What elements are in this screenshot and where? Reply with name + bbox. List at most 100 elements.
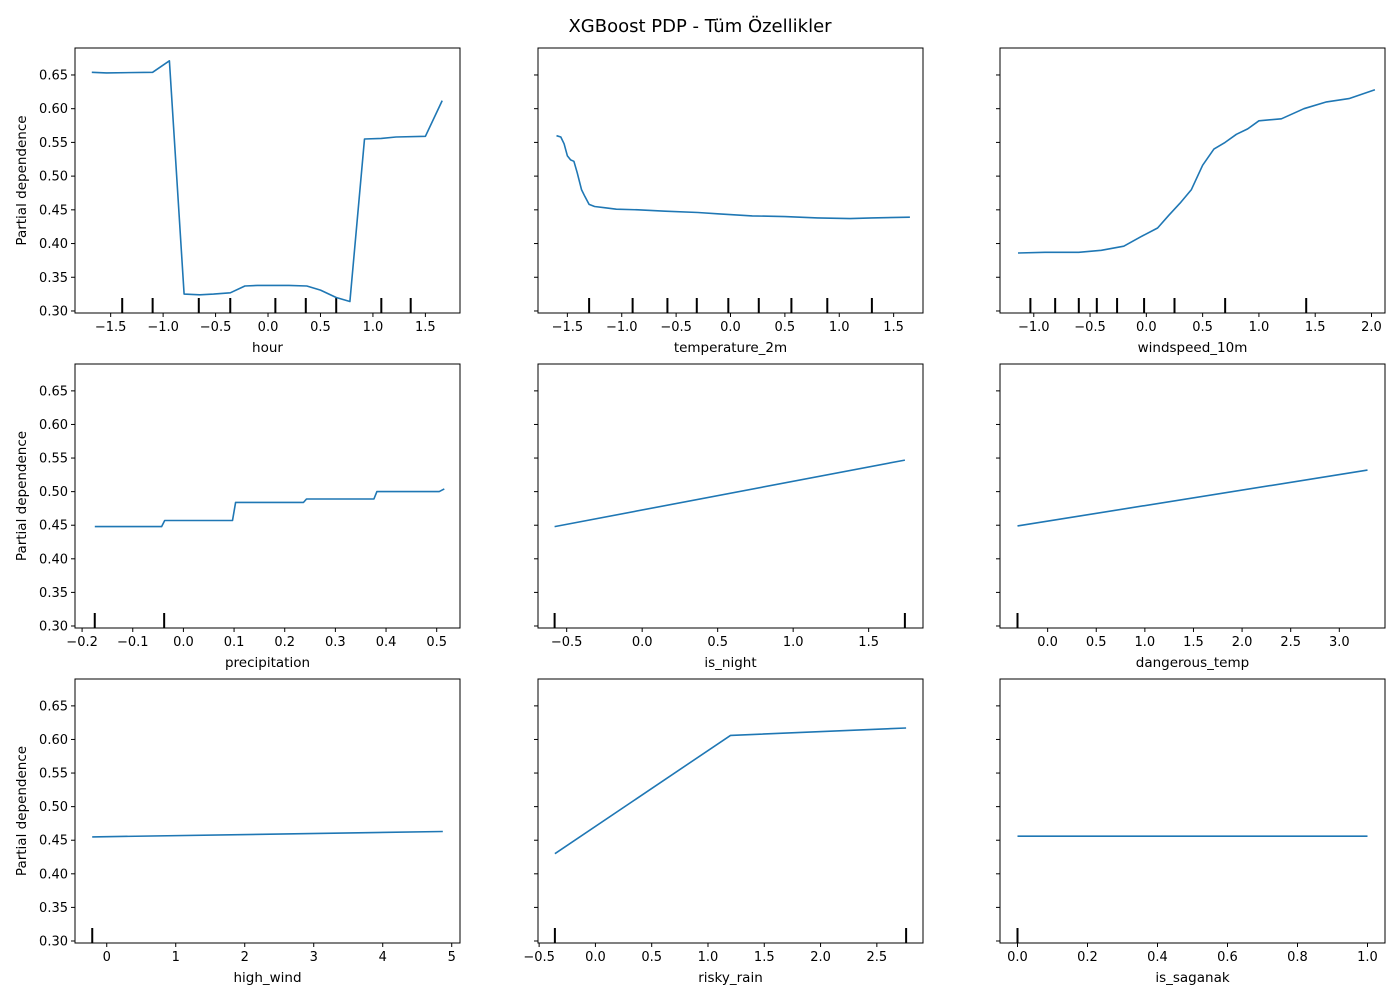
x-tick-label: 0.0 — [585, 950, 606, 965]
x-axis-label: windspeed_10m — [1138, 340, 1248, 356]
x-tick-label: 1.5 — [1305, 320, 1326, 335]
x-tick-label: 1.0 — [783, 635, 804, 650]
y-tick-label: 0.65 — [39, 68, 68, 83]
x-axis-label: is_saganak — [1155, 970, 1230, 986]
axes-frame — [537, 363, 924, 629]
x-axis-label: risky_rain — [698, 970, 763, 986]
y-tick-label: 0.60 — [39, 733, 68, 748]
x-tick-label: 3 — [310, 950, 318, 965]
y-tick-label: 0.65 — [39, 384, 68, 399]
pdp-panel-is_saganak: 0.0 0.2 0.4 0.6 0.8 1.0 is_saganak — [996, 678, 1386, 986]
x-tick-label: −0.2 — [66, 635, 98, 650]
x-tick-label: 0.0 — [258, 320, 279, 335]
x-tick-label: 0.0 — [1136, 320, 1157, 335]
y-tick-label: 0.40 — [39, 237, 68, 252]
y-tick-label: 0.35 — [39, 901, 68, 916]
x-tick-label: 0.5 — [426, 635, 447, 650]
axes-frame — [999, 47, 1386, 314]
x-tick-label: −1.5 — [95, 320, 127, 335]
x-tick-label: 0.6 — [1217, 950, 1238, 965]
x-tick-label: −0.5 — [660, 320, 692, 335]
x-tick-label: −1.5 — [552, 320, 584, 335]
pdp-line — [1017, 469, 1368, 527]
x-tick-label: −1.0 — [606, 320, 638, 335]
y-tick-label: 0.55 — [39, 767, 68, 782]
x-tick-label: 1.5 — [858, 635, 879, 650]
x-tick-label: 0.2 — [274, 635, 295, 650]
y-axis-label: Partial dependence — [14, 431, 30, 561]
x-tick-label: −0.5 — [523, 950, 555, 965]
pdp-panel-windspeed_10m: −1.0 −0.5 0.0 0.5 1.0 1.5 2.0 windspeed_10m — [996, 47, 1386, 356]
y-tick-label: 0.55 — [39, 136, 68, 151]
x-tick-label: 0.0 — [1037, 635, 1058, 650]
x-tick-label: 0 — [103, 950, 111, 965]
x-tick-label: 0.8 — [1287, 950, 1308, 965]
y-tick-label: 0.35 — [39, 271, 68, 286]
x-tick-label: 1.0 — [698, 950, 719, 965]
x-tick-label: 1.0 — [363, 320, 384, 335]
x-axis-label: hour — [252, 340, 283, 356]
x-axis-label: is_night — [704, 655, 756, 671]
axes-frame — [74, 678, 461, 944]
x-tick-label: 1.0 — [1135, 635, 1156, 650]
axes-frame — [537, 678, 924, 944]
pdp-panel-is_night: −0.5 0.0 0.5 1.0 1.5 is_night — [534, 363, 924, 671]
x-tick-label: 1.0 — [1357, 950, 1378, 965]
y-tick-label: 0.55 — [39, 452, 68, 467]
x-tick-label: 2.0 — [1232, 635, 1253, 650]
y-tick-label: 0.45 — [39, 203, 68, 218]
axes-frame — [74, 47, 461, 314]
axes-frame — [999, 678, 1386, 944]
x-tick-label: 4 — [379, 950, 387, 965]
x-axis-label: precipitation — [225, 655, 310, 671]
x-tick-label: −0.5 — [551, 635, 583, 650]
pdp-panel-risky_rain: −0.5 0.0 0.5 1.0 1.5 2.0 2.5 risky_rain — [523, 678, 924, 986]
y-tick-label: 0.50 — [39, 170, 68, 185]
x-tick-label: 0.5 — [310, 320, 331, 335]
x-tick-label: 0.5 — [641, 950, 662, 965]
y-tick-label: 0.50 — [39, 485, 68, 500]
y-tick-label: 0.30 — [39, 619, 68, 634]
x-tick-label: 0.0 — [1007, 950, 1028, 965]
pdp-panel-hour: −1.5 −1.0 −0.5 0.0 0.5 1.0 1.5 0.30 0.35 0.40 0.45… — [14, 47, 461, 356]
x-tick-label: 1.5 — [883, 320, 904, 335]
x-tick-label: 0.3 — [325, 635, 346, 650]
pdp-panel-precipitation: −0.2 −0.1 0.0 0.1 0.2 0.3 0.4 0.5 0.30 0.35 0.40 0.… — [14, 363, 461, 671]
axes-frame — [999, 363, 1386, 629]
y-tick-label: 0.65 — [39, 699, 68, 714]
x-axis-label: temperature_2m — [674, 340, 787, 356]
axes-frame — [537, 47, 924, 314]
x-tick-label: 0.4 — [1147, 950, 1168, 965]
x-tick-label: 0.0 — [173, 635, 194, 650]
x-tick-label: 2.0 — [1361, 320, 1382, 335]
x-tick-label: 2.0 — [810, 950, 831, 965]
pdp-line — [1017, 89, 1376, 254]
x-axis-label: high_wind — [233, 970, 301, 986]
x-tick-label: 0.5 — [707, 635, 728, 650]
pdp-line — [91, 59, 443, 303]
pdp-line — [556, 134, 910, 220]
y-axis-label: Partial dependence — [14, 115, 30, 245]
x-tick-label: −1.0 — [147, 320, 179, 335]
axes-frame — [74, 363, 461, 629]
x-tick-label: 1.0 — [1249, 320, 1270, 335]
x-tick-label: 0.5 — [1192, 320, 1213, 335]
x-axis-label: dangerous_temp — [1136, 655, 1249, 671]
x-tick-label: 0.1 — [224, 635, 245, 650]
x-tick-label: 1.5 — [754, 950, 775, 965]
x-tick-label: 0.5 — [775, 320, 796, 335]
x-tick-label: 1.5 — [415, 320, 436, 335]
pdp-panel-temperature_2m: −1.5 −1.0 −0.5 0.0 0.5 1.0 1.5 temperature_2m — [534, 47, 924, 356]
y-axis-label: Partial dependence — [14, 746, 30, 876]
x-tick-label: 0.2 — [1077, 950, 1098, 965]
x-tick-label: 1.5 — [1183, 635, 1204, 650]
x-tick-label: 0.0 — [632, 635, 653, 650]
x-tick-label: −0.1 — [117, 635, 149, 650]
figure-title: XGBoost PDP - Tüm Özellikler — [568, 16, 832, 37]
y-tick-label: 0.45 — [39, 519, 68, 534]
x-tick-label: −1.0 — [1018, 320, 1050, 335]
x-tick-label: 2.5 — [1280, 635, 1301, 650]
pdp-line — [554, 459, 906, 528]
y-tick-label: 0.45 — [39, 834, 68, 849]
